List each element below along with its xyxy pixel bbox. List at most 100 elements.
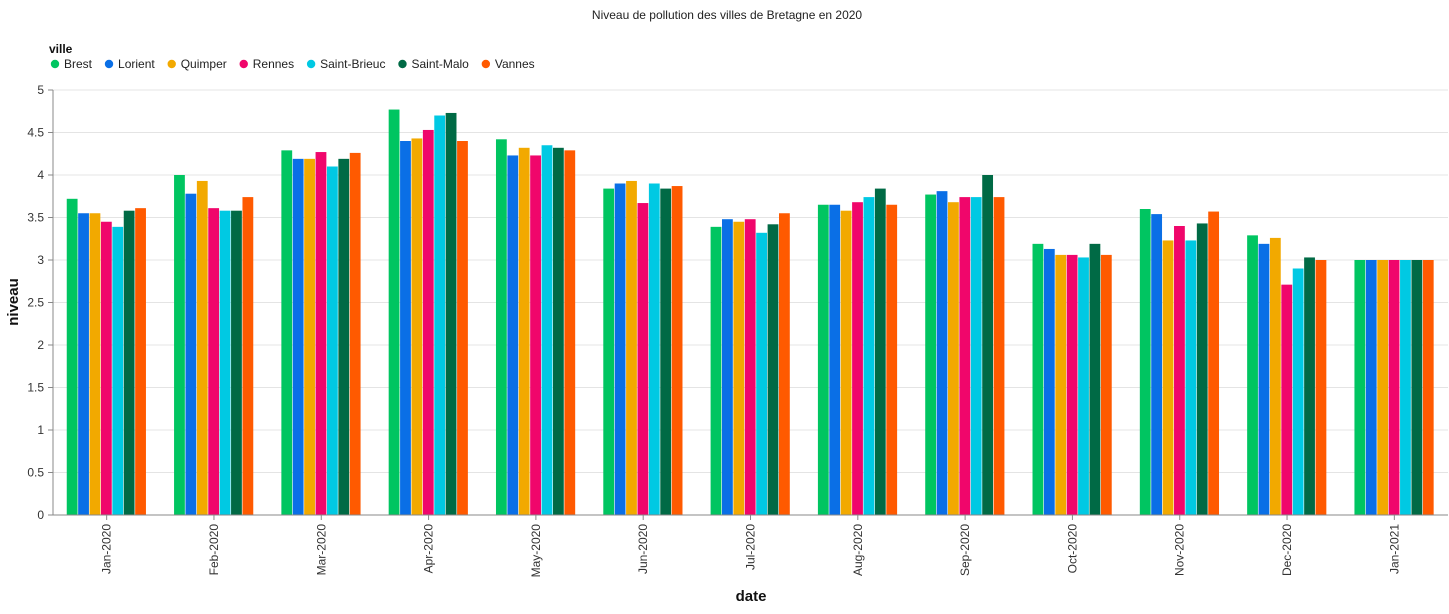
legend-swatch-5 (398, 59, 407, 69)
bar-1-0 (174, 175, 185, 515)
bar-4-6 (564, 150, 576, 515)
bar-10-6 (1208, 211, 1220, 516)
bar-2-1 (292, 158, 304, 515)
x-axis-title: date (736, 588, 767, 605)
bar-7-2 (840, 210, 852, 515)
legend-swatch-1 (104, 59, 114, 69)
bar-1-2 (196, 180, 208, 515)
legend-label-6: Vannes (495, 57, 535, 71)
bar-12-1 (1365, 260, 1377, 515)
bar-3-1 (400, 141, 411, 515)
bar-12-3 (1388, 260, 1400, 515)
bar-12-0 (1354, 260, 1366, 515)
legend-swatch-6 (481, 59, 491, 69)
axes: 0 0.5 1 1.5 2 2.5 3 3.5 4 4.5 5 Jan-2020 Feb-2020 Mar… (27, 83, 1448, 577)
y-tick-label-10: 5 (37, 83, 44, 97)
bar-3-2 (411, 138, 423, 515)
bar-0-3 (100, 221, 112, 515)
bar-2-5 (338, 158, 350, 515)
bar-2-4 (326, 166, 338, 515)
bar-4-4 (541, 145, 553, 515)
bar-7-3 (852, 202, 863, 515)
bar-2-0 (281, 150, 293, 515)
bar-3-0 (388, 109, 400, 516)
x-tick-label-4: May-2020 (529, 524, 543, 578)
bar-11-3 (1281, 284, 1293, 515)
bar-12-5 (1411, 260, 1423, 515)
bar-4-2 (518, 147, 530, 516)
bar-1-4 (219, 210, 231, 515)
bar-2-3 (315, 152, 327, 516)
bar-5-3 (637, 203, 649, 516)
bar-5-4 (648, 183, 660, 515)
bar-6-4 (756, 232, 767, 516)
bar-9-6 (1100, 254, 1112, 515)
bar-10-0 (1139, 209, 1151, 515)
bar-10-1 (1151, 214, 1163, 515)
bar-7-0 (817, 204, 829, 515)
x-tick-label-1: Feb-2020 (207, 524, 221, 576)
bar-1-5 (231, 210, 242, 515)
bar-11-6 (1315, 260, 1327, 515)
bar-5-0 (603, 188, 615, 515)
bar-3-4 (434, 115, 446, 515)
bar-0-2 (89, 213, 101, 515)
y-tick-label-5: 2.5 (27, 296, 44, 310)
bar-12-4 (1400, 260, 1411, 515)
bar-0-1 (78, 213, 89, 515)
bar-6-5 (767, 224, 779, 516)
bar-5-2 (626, 180, 637, 515)
bar-0-0 (66, 198, 78, 516)
x-tick-label-0: Jan-2020 (100, 524, 114, 574)
bar-9-1 (1043, 248, 1055, 515)
legend-label-5: Saint-Malo (411, 57, 469, 71)
y-tick-label-7: 3.5 (27, 211, 44, 225)
bar-11-2 (1269, 237, 1281, 515)
bar-4-3 (530, 155, 541, 515)
bar-7-4 (863, 197, 875, 515)
bar-8-5 (982, 175, 994, 515)
legend-label-4: Saint-Brieuc (320, 57, 385, 71)
bar-9-4 (1078, 257, 1089, 515)
bar-10-5 (1196, 223, 1208, 515)
bars (66, 109, 1434, 516)
y-tick-label-0: 0 (37, 508, 44, 522)
bar-10-3 (1174, 226, 1185, 515)
y-tick-label-3: 1.5 (27, 381, 44, 395)
chart-title: Niveau de pollution des villes de Bretag… (592, 8, 863, 22)
bar-11-5 (1304, 257, 1315, 515)
y-tick-label-9: 4.5 (27, 126, 44, 140)
bar-1-1 (185, 193, 197, 515)
bar-9-5 (1089, 243, 1101, 515)
bar-10-2 (1162, 240, 1174, 515)
y-tick-label-6: 3 (37, 253, 44, 267)
bar-2-6 (349, 152, 361, 515)
bar-1-3 (208, 208, 220, 515)
legend-label-0: Brest (64, 57, 93, 71)
y-tick-label-1: 0.5 (27, 466, 44, 480)
bar-0-6 (135, 208, 146, 515)
x-tick-label-6: Jul-2020 (744, 524, 758, 570)
x-tick-label-8: Sep-2020 (958, 524, 972, 576)
bar-3-5 (445, 112, 457, 515)
x-tick-label-10: Nov-2020 (1173, 524, 1187, 576)
y-tick-label-4: 2 (37, 338, 44, 352)
x-tick-label-9: Oct-2020 (1065, 524, 1079, 574)
bar-3-3 (422, 129, 434, 515)
bar-11-4 (1292, 268, 1304, 515)
bar-8-2 (948, 202, 959, 515)
bar-8-0 (925, 194, 937, 516)
bar-6-0 (710, 226, 722, 515)
legend: Brest Lorient Quimper Rennes Saint-Brieuc Sai… (50, 57, 535, 71)
bar-9-3 (1066, 254, 1078, 515)
legend-title: ville (49, 42, 73, 56)
bar-12-2 (1377, 260, 1389, 515)
bar-6-3 (744, 219, 756, 515)
bar-6-6 (779, 213, 790, 515)
bar-4-5 (552, 147, 564, 516)
x-tick-label-2: Mar-2020 (314, 524, 328, 576)
bar-10-4 (1185, 240, 1197, 515)
bar-7-1 (829, 204, 841, 515)
bar-8-3 (959, 197, 971, 515)
